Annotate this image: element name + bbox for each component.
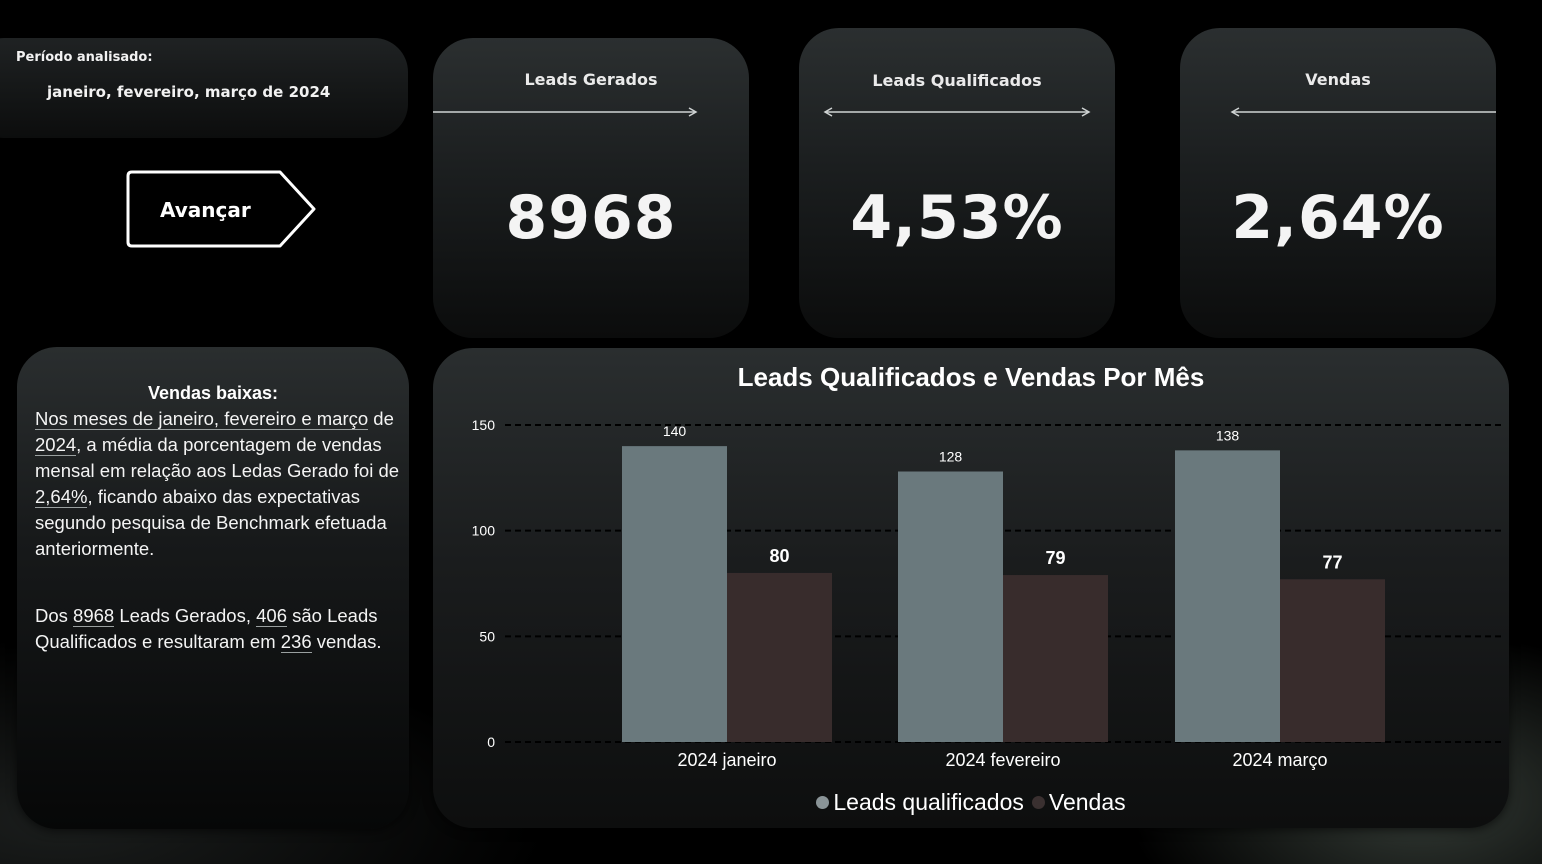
legend-label: Leads qualificados (833, 789, 1024, 815)
arrow-both-icon (823, 107, 1091, 117)
arrow-left-icon (1230, 107, 1496, 117)
data-label: 79 (1045, 548, 1065, 568)
legend-dot-icon (1031, 796, 1045, 809)
period-label: Período analisado: (16, 50, 153, 65)
summary-card: Vendas baixas: Nos meses de janeiro, fev… (17, 347, 409, 829)
kpi-card-vendas: Vendas 2,64% (1180, 28, 1496, 338)
data-label: 138 (1216, 427, 1240, 443)
summary-heading: Vendas baixas: (147, 383, 279, 403)
bar-leads-qualificados (898, 471, 1003, 742)
y-tick-label: 100 (472, 523, 496, 539)
legend-item[interactable]: Leads qualificados (816, 789, 1024, 816)
data-label: 140 (663, 423, 687, 439)
y-tick-label: 0 (487, 734, 495, 750)
kpi-value: 8968 (505, 183, 677, 253)
kpi-card-leads-gerados: Leads Gerados 8968 (433, 38, 749, 338)
kpi-title: Vendas (1305, 70, 1371, 89)
bar-chart: 0 50 100 150 140 80 2024 janeiro 128 79 2024 feve… (472, 417, 1501, 770)
chart-card: Leads Qualificados e Vendas Por Mês 0 50 1… (433, 348, 1509, 828)
kpi-value: 2,64% (1231, 183, 1445, 253)
x-tick-label: 2024 fevereiro (945, 750, 1060, 770)
kpi-title: Leads Gerados (524, 70, 658, 89)
arrow-button-shape (126, 170, 316, 248)
arrow-right-icon (433, 107, 698, 117)
legend-dot-icon (816, 796, 830, 809)
x-tick-label: 2024 janeiro (677, 750, 776, 770)
data-label: 80 (769, 546, 789, 566)
bar-leads-qualificados (622, 446, 727, 742)
summary-paragraph-2: Dos 8968 Leads Gerados, 406 são Leads Qu… (35, 605, 382, 653)
next-button-label: Avançar (160, 198, 251, 222)
bar-leads-qualificados (1175, 450, 1280, 742)
next-button[interactable]: Avançar (126, 170, 318, 248)
kpi-value: 4,53% (850, 183, 1064, 253)
summary-paragraph-1: Nos meses de janeiro, fevereiro e março … (35, 408, 400, 559)
data-label: 128 (939, 448, 963, 464)
chart-legend: Leads qualificados Vendas (433, 788, 1509, 816)
kpi-card-leads-qualificados: Leads Qualificados 4,53% (799, 28, 1115, 338)
x-tick-label: 2024 março (1232, 750, 1327, 770)
bar-vendas (1003, 575, 1108, 742)
chart-title: Leads Qualificados e Vendas Por Mês (737, 362, 1205, 392)
bar-vendas (727, 572, 832, 742)
y-tick-label: 150 (472, 417, 496, 433)
period-value: janeiro, fevereiro, março de 2024 (47, 83, 331, 101)
data-label: 77 (1322, 552, 1342, 572)
legend-item[interactable]: Vendas (1031, 789, 1126, 816)
period-card: Período analisado: janeiro, fevereiro, m… (0, 38, 408, 138)
y-tick-label: 50 (479, 628, 495, 644)
bar-vendas (1280, 579, 1385, 742)
legend-label: Vendas (1048, 789, 1126, 815)
kpi-title: Leads Qualificados (872, 71, 1042, 90)
